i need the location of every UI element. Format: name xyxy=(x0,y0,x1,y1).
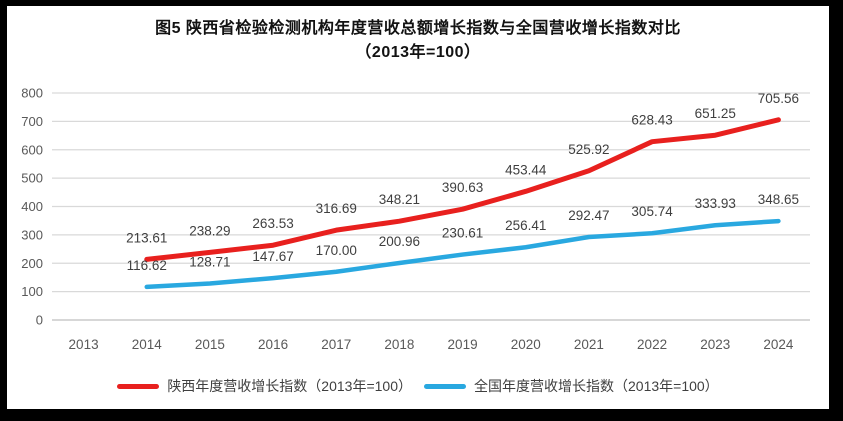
data-label: 348.21 xyxy=(379,192,420,207)
data-label: 128.71 xyxy=(189,254,230,269)
x-tick-label: 2014 xyxy=(132,337,163,352)
legend-item-shaanxi: 陕西年度营收增长指数（2013年=100） xyxy=(117,376,412,396)
x-tick-label: 2020 xyxy=(511,337,541,352)
data-label: 333.93 xyxy=(695,196,736,211)
data-label: 263.53 xyxy=(252,216,293,231)
x-tick-label: 2023 xyxy=(700,337,730,352)
legend-item-national: 全国年度营收增长指数（2013年=100） xyxy=(424,376,719,396)
y-tick-label: 800 xyxy=(21,86,43,101)
data-label: 453.44 xyxy=(505,162,547,177)
chart-legend: 陕西年度营收增长指数（2013年=100） 全国年度营收增长指数（2013年=1… xyxy=(7,376,829,396)
x-tick-label: 2018 xyxy=(384,337,414,352)
data-label: 256.41 xyxy=(505,218,546,233)
data-label: 348.65 xyxy=(758,192,799,207)
series-line-shaanxi xyxy=(144,117,781,262)
x-tick-label: 2024 xyxy=(763,337,794,352)
data-label: 238.29 xyxy=(189,223,230,238)
data-label: 213.61 xyxy=(126,230,167,245)
x-tick-label: 2016 xyxy=(258,337,288,352)
x-tick-label: 2017 xyxy=(321,337,351,352)
x-tick-label: 2022 xyxy=(637,337,667,352)
y-tick-label: 600 xyxy=(21,142,43,157)
x-tick-label: 2019 xyxy=(448,337,478,352)
y-tick-label: 300 xyxy=(21,227,43,242)
y-tick-label: 400 xyxy=(21,199,43,214)
data-label: 200.96 xyxy=(379,234,420,249)
data-label: 230.61 xyxy=(442,226,483,241)
legend-line-swatch-blue xyxy=(424,383,466,389)
legend-line-swatch-red xyxy=(117,383,160,389)
x-tick-label: 2013 xyxy=(69,337,99,352)
legend-label-national: 全国年度营收增长指数（2013年=100） xyxy=(474,378,719,394)
chart-title: 图5 陕西省检验检测机构年度营收总额增长指数与全国营收增长指数对比 xyxy=(155,20,681,37)
chart-title-block: 图5 陕西省检验检测机构年度营收总额增长指数与全国营收增长指数对比 （2013年… xyxy=(7,17,829,65)
data-label: 651.25 xyxy=(695,106,736,121)
y-tick-label: 200 xyxy=(21,256,43,271)
y-tick-label: 500 xyxy=(21,171,43,186)
data-label: 147.67 xyxy=(252,249,293,264)
data-label: 292.47 xyxy=(568,208,609,223)
chart-subtitle: （2013年=100） xyxy=(355,44,481,61)
x-tick-label: 2021 xyxy=(574,337,604,352)
x-tick-label: 2015 xyxy=(195,337,225,352)
y-tick-label: 0 xyxy=(36,313,43,328)
data-label: 525.92 xyxy=(568,142,609,157)
data-label: 316.69 xyxy=(316,201,357,216)
y-tick-label: 100 xyxy=(21,284,43,299)
data-label: 170.00 xyxy=(316,243,357,258)
data-label: 116.62 xyxy=(127,258,167,273)
line-chart: 0 100 200 300 400 500 600 700 800 2013 2014 2015 201… xyxy=(21,86,810,352)
data-label: 305.74 xyxy=(631,204,673,219)
y-tick-label: 700 xyxy=(21,114,43,129)
data-label: 390.63 xyxy=(442,180,483,195)
data-label: 628.43 xyxy=(631,113,672,128)
legend-label-shaanxi: 陕西年度营收增长指数（2013年=100） xyxy=(167,378,412,394)
data-label: 705.56 xyxy=(758,91,799,106)
chart-canvas: 图5 陕西省检验检测机构年度营收总额增长指数与全国营收增长指数对比 （2013年… xyxy=(7,6,829,409)
series-line-national xyxy=(144,218,781,290)
